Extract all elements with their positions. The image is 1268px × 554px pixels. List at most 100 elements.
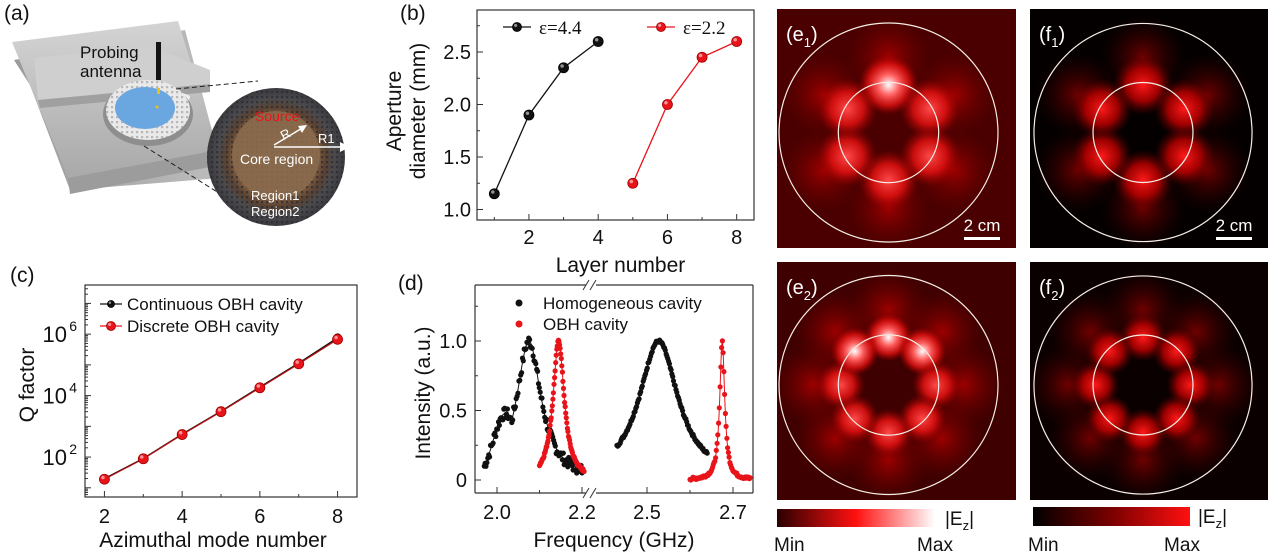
data-point <box>720 350 726 356</box>
colorbar-quantity: |Ez| <box>945 509 974 533</box>
map-label-text: (e <box>786 277 804 299</box>
map-label-close: ) <box>811 277 818 299</box>
colorbar-quantity-close: | <box>969 509 974 530</box>
data-point <box>557 345 563 351</box>
data-point-highlight <box>525 111 530 115</box>
field-inner-lobe <box>899 78 960 139</box>
map-label-f1: (f1) <box>1039 24 1065 50</box>
map-label-subscript: 1 <box>1051 35 1058 50</box>
colorbar-max-label: Max <box>917 535 953 554</box>
core-boundary-circle <box>1092 81 1194 184</box>
data-point <box>560 378 566 384</box>
axis-break-mark <box>589 279 597 291</box>
map-label-text: (e <box>786 24 804 46</box>
field-map-f2: (f2) <box>1030 262 1268 500</box>
data-point <box>558 351 564 357</box>
series-line-0 <box>493 40 599 195</box>
legend-label-1: Discrete OBH cavity <box>127 317 280 336</box>
data-point <box>488 188 500 200</box>
data-point <box>560 450 566 456</box>
data-point <box>644 365 650 371</box>
data-point <box>552 375 558 381</box>
outer-boundary-circle <box>778 274 999 496</box>
region1-label: Region1 <box>251 188 299 203</box>
outer-boundary-circle <box>1033 275 1253 495</box>
data-point-highlight <box>664 101 668 105</box>
colorbar-min-label: Min <box>774 535 805 554</box>
x-tick-label: 2.7 <box>719 502 747 524</box>
x-tick-label: 8 <box>731 227 742 249</box>
data-point <box>592 36 604 47</box>
panel-d-label: (d) <box>398 272 424 295</box>
data-point <box>504 406 510 412</box>
r1-label: R1 <box>318 131 335 146</box>
data-point <box>715 432 721 438</box>
data-point <box>726 454 732 460</box>
data-point <box>563 415 569 421</box>
data-point <box>533 361 539 367</box>
data-point <box>668 367 674 373</box>
region2-label: Region2 <box>251 204 299 219</box>
data-point <box>523 346 529 352</box>
data-point <box>546 432 552 438</box>
data-point <box>487 454 493 460</box>
probing-label-line2: antenna <box>80 62 142 81</box>
data-point <box>704 450 710 456</box>
data-point-highlight <box>491 190 495 194</box>
x-tick-label: 2.0 <box>483 502 511 524</box>
source-label: Source <box>255 108 300 124</box>
colorbar-quantity-close: | <box>1222 507 1227 528</box>
outer-boundary-circle <box>778 22 999 243</box>
data-point <box>553 352 559 358</box>
y-axis-label: Intensity (a.u.) <box>412 326 435 459</box>
r1-arrow-icon <box>340 142 350 152</box>
colorbar-quantity-quantity: |E <box>1198 507 1216 528</box>
data-point <box>560 385 567 391</box>
data-point <box>581 468 587 475</box>
data-point <box>510 417 516 423</box>
map-label-f2: (f2) <box>1039 277 1065 303</box>
field-inner-lobe <box>817 126 878 187</box>
data-point-highlight <box>295 360 299 364</box>
x-axis-label: Azimuthal mode number <box>99 529 327 552</box>
colorbar-quantity-sub: z <box>1216 516 1223 531</box>
y-tick-label: 2.0 <box>443 95 471 117</box>
colorbar-colorbar_e: |Ez| Min Max <box>774 509 974 554</box>
field-map-e1: (e1) 2 cm <box>777 9 1016 248</box>
data-point-highlight <box>217 408 222 412</box>
field-inner-lobe <box>817 78 878 139</box>
data-point <box>547 422 553 428</box>
data-point <box>636 396 642 402</box>
legend-label-0: Continuous OBH cavity <box>127 295 303 314</box>
x-tick-label: 2.5 <box>633 502 661 524</box>
scalebar-label: 2 cm <box>964 216 1001 235</box>
data-point <box>484 460 490 466</box>
data-point <box>490 440 496 446</box>
legend-marker-1 <box>656 22 666 32</box>
data-point <box>493 433 499 440</box>
colorbar-quantity-sub: z <box>963 518 970 533</box>
scalebar-label: 2 cm <box>1216 216 1253 235</box>
scalebar <box>1216 237 1252 240</box>
data-point <box>530 353 536 359</box>
data-point <box>670 378 677 384</box>
data-point <box>535 381 542 387</box>
data-point <box>529 345 535 351</box>
data-point <box>176 429 188 440</box>
data-point <box>512 404 519 410</box>
data-point <box>747 475 753 481</box>
data-point <box>527 337 533 343</box>
panel-b-chart: (b) 2 4 6 8 1.0 1.5 2.0 2.5 Layer number Aperture… <box>383 2 755 277</box>
map-label-e1: (e1) <box>786 24 818 50</box>
data-point-highlight <box>733 38 737 42</box>
data-point <box>722 410 729 417</box>
field-map-f1: (f1) 2 cm <box>1030 9 1268 248</box>
data-point-highlight <box>256 384 261 388</box>
data-point <box>558 355 564 362</box>
data-point <box>561 392 567 399</box>
legend-marker-1-highlight <box>658 23 662 27</box>
field-inner-lobe <box>1154 78 1215 139</box>
map-label-e2: (e2) <box>786 277 818 303</box>
data-point <box>548 415 554 421</box>
